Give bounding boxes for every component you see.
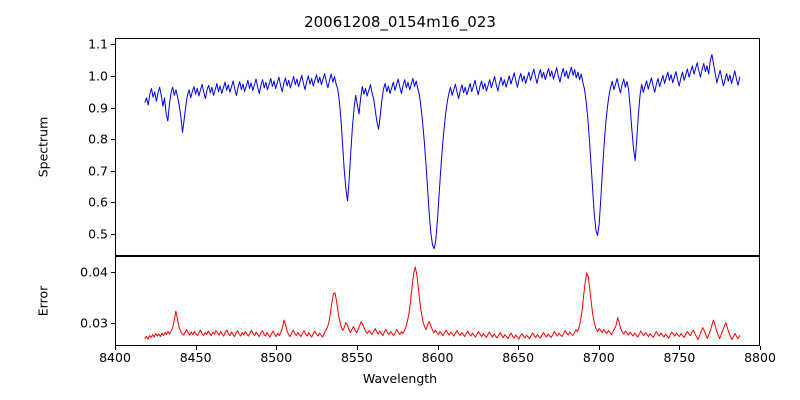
- error-panel: [115, 256, 760, 346]
- error-axis-label: Error: [35, 285, 51, 317]
- x-tick-2: 8500: [260, 350, 293, 365]
- x-axis-label: Wavelength: [362, 371, 438, 386]
- y-tick-mark-error-1: [111, 272, 115, 274]
- y-tick-spectrum-0: 0.5: [88, 226, 108, 242]
- y-tick-mark-spectrum-3: [111, 139, 115, 141]
- y-tick-spectrum-1: 0.6: [88, 194, 108, 210]
- x-tick-mark-1: [195, 346, 197, 350]
- x-tick-mark-3: [356, 346, 358, 350]
- y-tick-spectrum-2: 0.7: [88, 163, 108, 179]
- spectrum-plot-area: [116, 39, 759, 255]
- y-tick-spectrum-3: 0.8: [88, 131, 108, 147]
- y-tick-mark-error-0: [111, 323, 115, 325]
- x-tick-mark-7: [679, 346, 681, 350]
- error-plot-area: [116, 257, 759, 345]
- x-tick-mark-8: [760, 346, 762, 350]
- x-tick-mark-6: [598, 346, 600, 350]
- y-tick-mark-spectrum-6: [111, 44, 115, 46]
- y-tick-labels: 0.5 0.6 0.7 0.8 0.9 1.0 1.1 0.03 0.04: [63, 0, 108, 400]
- spectrum-axis-label: Spectrum: [35, 116, 51, 178]
- x-tick-3: 8550: [340, 350, 373, 365]
- x-tick-mark-5: [518, 346, 520, 350]
- x-tick-mark-0: [115, 346, 117, 350]
- x-tick-7: 8750: [663, 350, 696, 365]
- y-tick-spectrum-4: 0.9: [88, 100, 108, 115]
- x-tick-5: 8650: [502, 350, 535, 365]
- y-tick-error-0: 0.03: [80, 315, 108, 331]
- y-tick-spectrum-6: 1.1: [88, 36, 108, 52]
- y-tick-error-1: 0.04: [80, 264, 108, 280]
- spectrum-panel: [115, 38, 760, 256]
- y-tick-mark-spectrum-0: [111, 233, 115, 235]
- y-tick-mark-spectrum-1: [111, 202, 115, 204]
- x-tick-mark-4: [437, 346, 439, 350]
- x-tick-8: 8800: [744, 350, 776, 365]
- y-tick-mark-spectrum-5: [111, 75, 115, 77]
- x-tick-0: 8400: [99, 350, 131, 365]
- x-tick-6: 8700: [582, 350, 615, 365]
- y-tick-mark-spectrum-4: [111, 107, 115, 109]
- x-tick-1: 8450: [179, 350, 212, 365]
- chart-title: 20061208_0154m16_023: [304, 13, 496, 31]
- x-tick-4: 8600: [421, 350, 454, 365]
- y-tick-mark-spectrum-2: [111, 170, 115, 172]
- y-tick-spectrum-5: 1.0: [88, 68, 108, 84]
- x-tick-mark-2: [276, 346, 278, 350]
